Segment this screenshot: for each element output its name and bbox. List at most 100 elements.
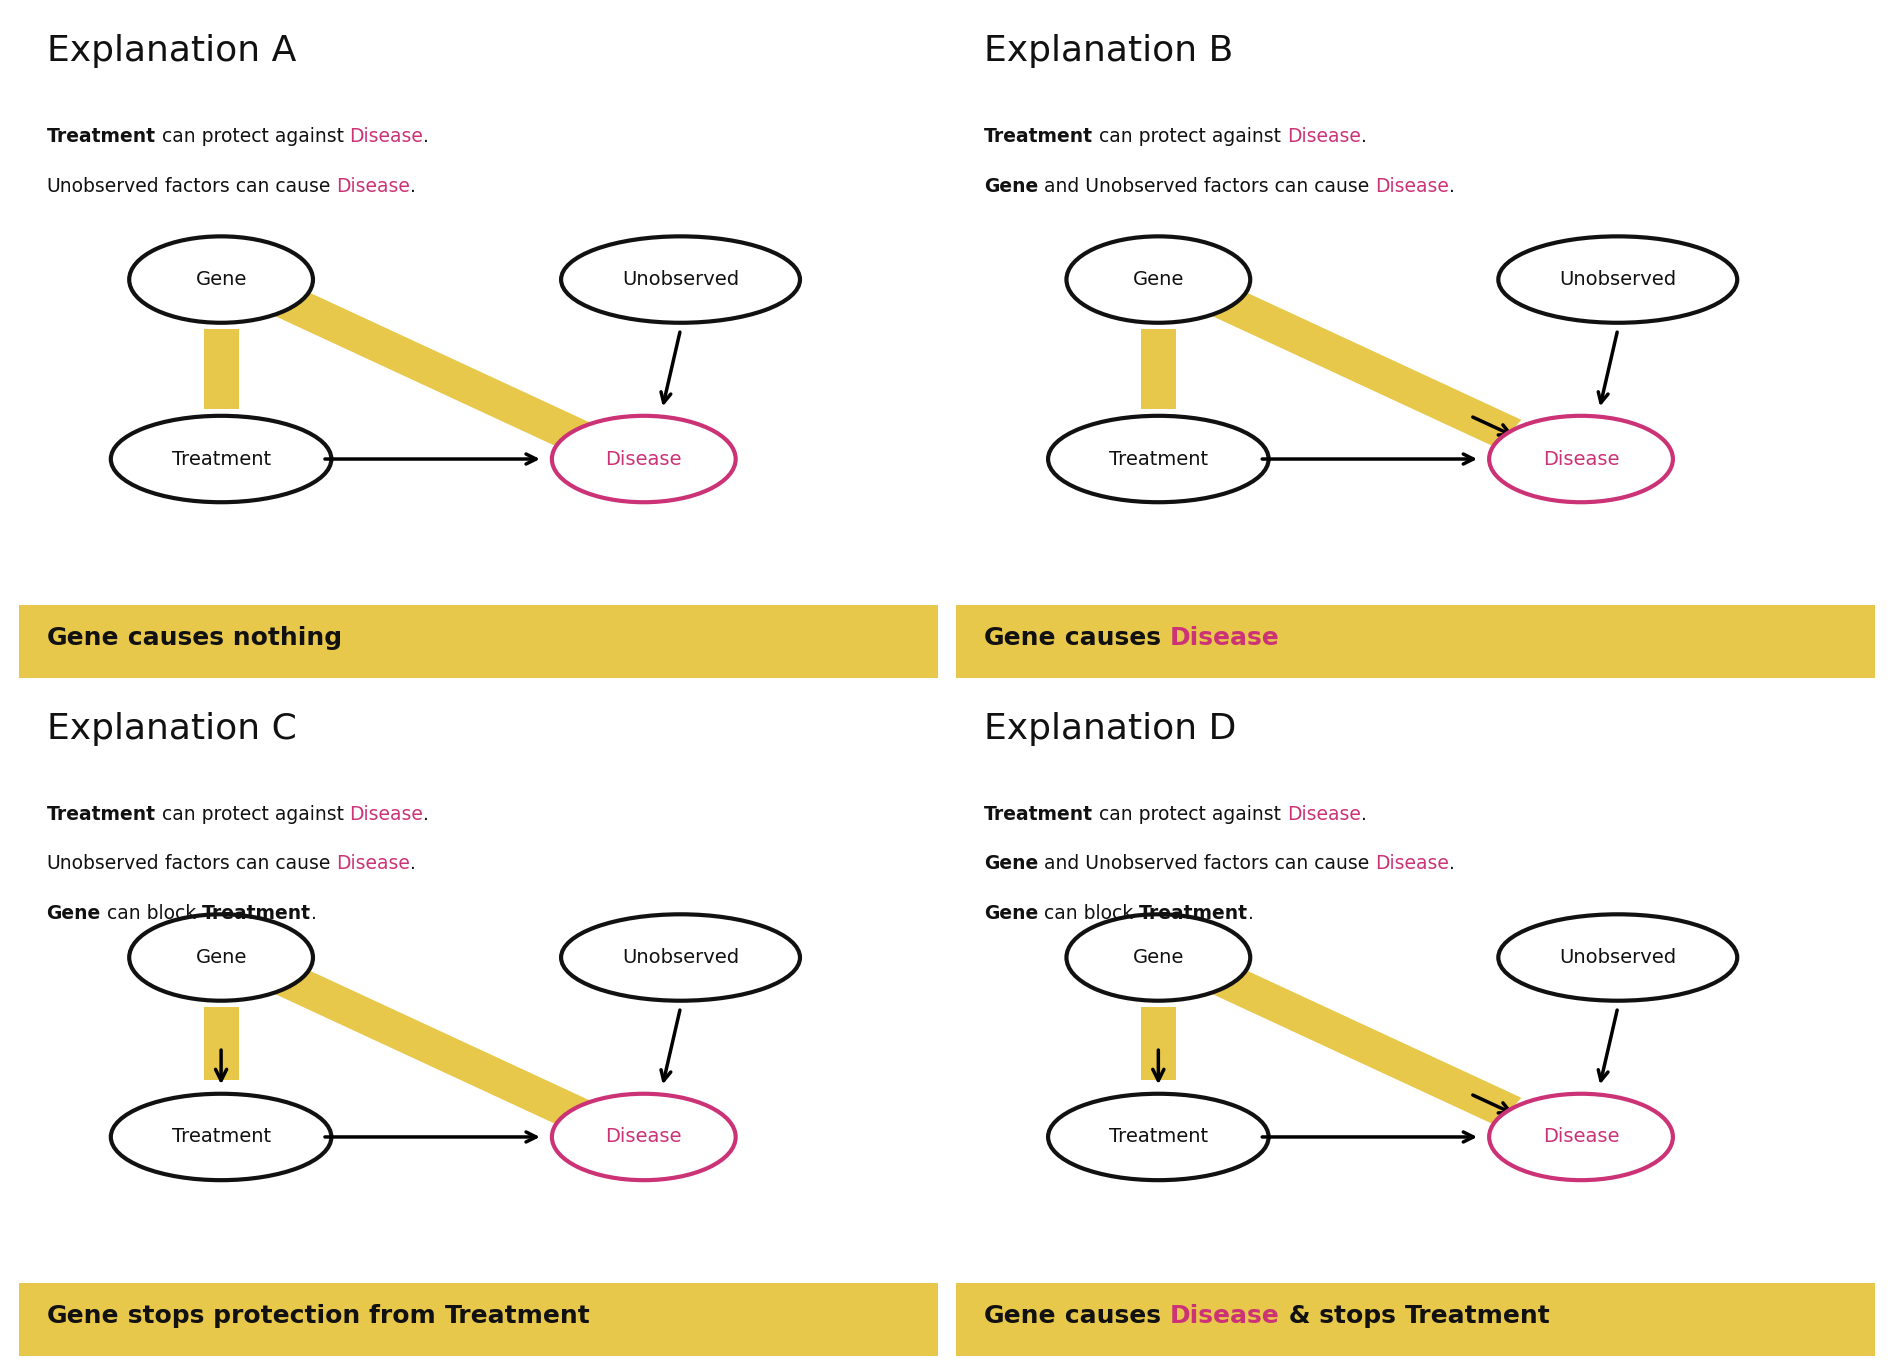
Text: .: . — [1449, 855, 1455, 874]
Text: Treatment: Treatment — [983, 126, 1093, 145]
Ellipse shape — [112, 416, 331, 503]
Ellipse shape — [1489, 416, 1672, 503]
Text: Treatment: Treatment — [172, 449, 271, 469]
Text: can protect against: can protect against — [1093, 804, 1286, 823]
Text: Treatment: Treatment — [172, 1128, 271, 1147]
Text: and Unobserved factors can cause: and Unobserved factors can cause — [1038, 855, 1375, 874]
Text: Gene: Gene — [1133, 948, 1184, 967]
Text: Gene: Gene — [983, 626, 1057, 649]
Text: can protect against: can protect against — [1093, 126, 1286, 145]
Text: Gene: Gene — [983, 855, 1038, 874]
Text: factors can cause: factors can cause — [159, 855, 337, 874]
Text: Disease: Disease — [1544, 449, 1619, 469]
Ellipse shape — [1047, 1093, 1269, 1180]
Text: Explanation D: Explanation D — [983, 711, 1237, 745]
Text: causes nothing: causes nothing — [119, 626, 343, 649]
Text: causes: causes — [1057, 626, 1170, 649]
Polygon shape — [205, 1007, 239, 1081]
Text: Unobserved: Unobserved — [47, 855, 159, 874]
Text: Treatment: Treatment — [1108, 1128, 1208, 1147]
Text: Unobserved: Unobserved — [1559, 270, 1676, 289]
Text: Disease: Disease — [606, 1128, 682, 1147]
Text: .: . — [1449, 177, 1455, 196]
Text: Gene: Gene — [1133, 270, 1184, 289]
Text: Gene: Gene — [983, 177, 1038, 196]
Ellipse shape — [561, 914, 799, 1000]
Text: Explanation B: Explanation B — [983, 34, 1233, 67]
Ellipse shape — [129, 237, 313, 323]
Text: can protect against: can protect against — [155, 126, 350, 145]
Ellipse shape — [1047, 416, 1269, 503]
Polygon shape — [273, 964, 591, 1129]
Text: Disease: Disease — [1286, 804, 1360, 823]
Text: Explanation A: Explanation A — [47, 34, 295, 67]
Ellipse shape — [561, 237, 799, 323]
Text: Disease: Disease — [350, 126, 424, 145]
Text: Unobserved: Unobserved — [621, 948, 739, 967]
Text: Gene: Gene — [47, 1304, 119, 1328]
Ellipse shape — [1066, 237, 1250, 323]
Text: Treatment: Treatment — [203, 904, 311, 923]
Ellipse shape — [112, 1093, 331, 1180]
Ellipse shape — [129, 914, 313, 1000]
Text: .: . — [424, 126, 430, 145]
Text: Treatment: Treatment — [1108, 449, 1208, 469]
Text: Disease: Disease — [1544, 1128, 1619, 1147]
Text: .: . — [311, 904, 316, 923]
Ellipse shape — [551, 1093, 735, 1180]
Text: Treatment: Treatment — [1140, 904, 1248, 923]
Text: Disease: Disease — [1375, 177, 1449, 196]
Ellipse shape — [1489, 1093, 1672, 1180]
Text: Gene: Gene — [983, 1304, 1057, 1328]
Text: Explanation C: Explanation C — [47, 711, 295, 745]
Text: factors can cause: factors can cause — [159, 177, 337, 196]
Text: can protect against: can protect against — [155, 804, 350, 823]
Text: Unobserved: Unobserved — [621, 270, 739, 289]
Polygon shape — [1210, 964, 1521, 1126]
Bar — [956, 1284, 1875, 1356]
Text: Disease: Disease — [337, 177, 411, 196]
Text: Disease: Disease — [606, 449, 682, 469]
Ellipse shape — [1498, 237, 1737, 323]
Text: can block: can block — [1038, 904, 1140, 923]
Text: & stops: & stops — [1280, 1304, 1403, 1328]
Bar — [19, 606, 938, 678]
Text: Treatment: Treatment — [1403, 1304, 1549, 1328]
Polygon shape — [1140, 1007, 1176, 1081]
Text: and Unobserved factors can cause: and Unobserved factors can cause — [1038, 177, 1375, 196]
Polygon shape — [1140, 329, 1176, 410]
Text: Gene: Gene — [47, 626, 119, 649]
Bar — [956, 606, 1875, 678]
Text: .: . — [1248, 904, 1254, 923]
Text: Unobserved: Unobserved — [47, 177, 159, 196]
Text: Disease: Disease — [1170, 626, 1280, 649]
Text: Disease: Disease — [337, 855, 411, 874]
Text: Gene: Gene — [195, 270, 246, 289]
Text: .: . — [424, 804, 430, 823]
Text: can block: can block — [100, 904, 203, 923]
Text: .: . — [1360, 126, 1366, 145]
Text: Treatment: Treatment — [445, 1304, 591, 1328]
Polygon shape — [205, 329, 239, 410]
Text: Unobserved: Unobserved — [1559, 948, 1676, 967]
Text: .: . — [1360, 804, 1366, 823]
Text: Gene: Gene — [47, 904, 100, 923]
Ellipse shape — [1498, 914, 1737, 1000]
Text: Treatment: Treatment — [983, 804, 1093, 823]
Text: Gene: Gene — [195, 948, 246, 967]
Polygon shape — [273, 288, 591, 451]
Text: causes: causes — [1057, 1304, 1170, 1328]
Text: Treatment: Treatment — [47, 804, 155, 823]
Text: Disease: Disease — [350, 804, 424, 823]
Text: .: . — [411, 177, 417, 196]
Text: .: . — [411, 855, 417, 874]
Text: Treatment: Treatment — [47, 126, 155, 145]
Text: Disease: Disease — [1375, 855, 1449, 874]
Text: Disease: Disease — [1286, 126, 1360, 145]
Ellipse shape — [1066, 914, 1250, 1000]
Text: Gene: Gene — [983, 904, 1038, 923]
Bar — [19, 1284, 938, 1356]
Ellipse shape — [551, 416, 735, 503]
Polygon shape — [1210, 288, 1521, 448]
Text: stops protection from: stops protection from — [119, 1304, 445, 1328]
